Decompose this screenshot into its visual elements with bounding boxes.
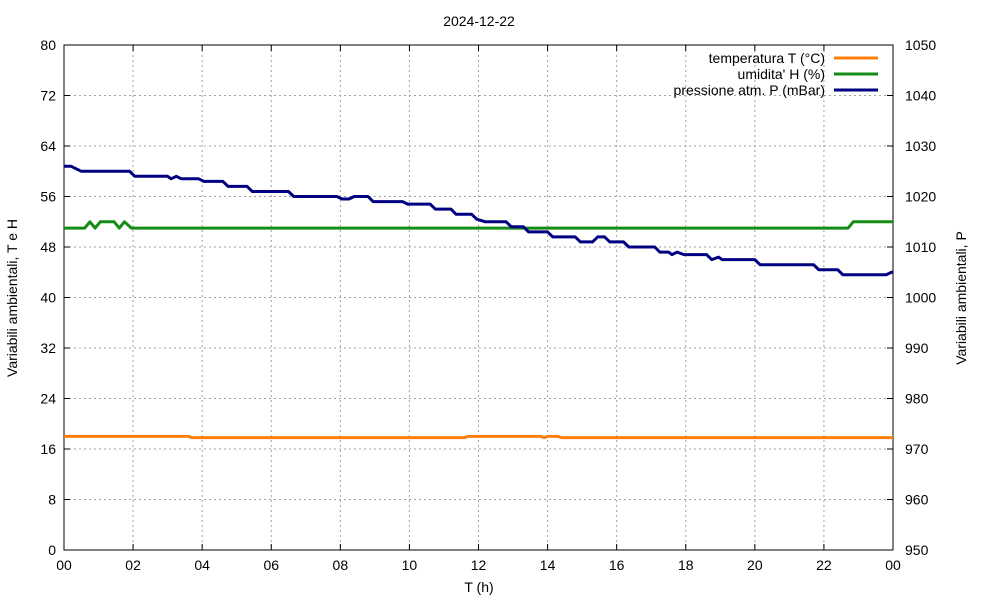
y2-tick-label: 970 [905, 441, 929, 457]
x-tick-label: 04 [194, 557, 210, 573]
y2-tick-label: 980 [905, 391, 929, 407]
y2-tick-label: 960 [905, 492, 929, 508]
series-layer [64, 164, 893, 440]
y-tick-label: 24 [40, 391, 56, 407]
y2-axis-label: Variabili ambientali, P [953, 231, 969, 365]
legend-label-temperature: temperatura T (°C) [709, 50, 825, 66]
series-temperature-line [64, 434, 893, 440]
y-tick-label: 8 [48, 492, 56, 508]
y-tick-label: 64 [40, 138, 56, 154]
legend-label-humidity: umidita' H (%) [738, 66, 825, 82]
series-humidity-line [64, 220, 893, 230]
x-axis-label: T (h) [464, 579, 493, 595]
legend-label-pressure: pressione atm. P (mBar) [674, 82, 825, 98]
x-tick-label: 22 [816, 557, 832, 573]
y2-tick-label: 950 [905, 542, 929, 558]
y-tick-label: 40 [40, 290, 56, 306]
y-axis-right: 950 960 970 980 990 1000 1010 1020 1030 1040 1050 [887, 37, 936, 558]
y2-tick-label: 1010 [905, 239, 936, 255]
x-tick-label: 10 [402, 557, 418, 573]
x-tick-label: 18 [678, 557, 694, 573]
x-tick-label: 06 [263, 557, 279, 573]
y2-tick-label: 1020 [905, 189, 936, 205]
x-tick-label: 00 [885, 557, 901, 573]
y-axis-left: 0 8 16 24 32 40 48 56 64 72 80 [40, 37, 70, 558]
x-tick-label: 12 [471, 557, 487, 573]
series-pressure-line [64, 164, 893, 277]
y-tick-label: 0 [48, 542, 56, 558]
y2-tick-label: 1040 [905, 88, 936, 104]
x-tick-label: 20 [747, 557, 763, 573]
y-tick-label: 80 [40, 37, 56, 53]
legend: temperatura T (°C) umidita' H (%) pressi… [674, 50, 878, 98]
y2-tick-label: 1000 [905, 290, 936, 306]
chart-title: 2024-12-22 [443, 13, 515, 29]
y-tick-label: 48 [40, 239, 56, 255]
x-tick-label: 00 [56, 557, 72, 573]
y-tick-label: 16 [40, 441, 56, 457]
y2-tick-label: 1030 [905, 138, 936, 154]
x-axis: 00 02 04 06 08 10 12 14 16 18 20 22 00 [56, 45, 901, 573]
y2-tick-label: 990 [905, 340, 929, 356]
x-tick-label: 08 [333, 557, 349, 573]
x-tick-label: 16 [609, 557, 625, 573]
y-axis-label: Variabili ambientali, T e H [4, 219, 20, 377]
x-tick-label: 14 [540, 557, 556, 573]
x-tick-label: 02 [125, 557, 141, 573]
y-tick-label: 32 [40, 340, 56, 356]
y-tick-label: 56 [40, 189, 56, 205]
y2-tick-label: 1050 [905, 37, 936, 53]
grid-layer [64, 45, 893, 550]
y-tick-label: 72 [40, 88, 56, 104]
